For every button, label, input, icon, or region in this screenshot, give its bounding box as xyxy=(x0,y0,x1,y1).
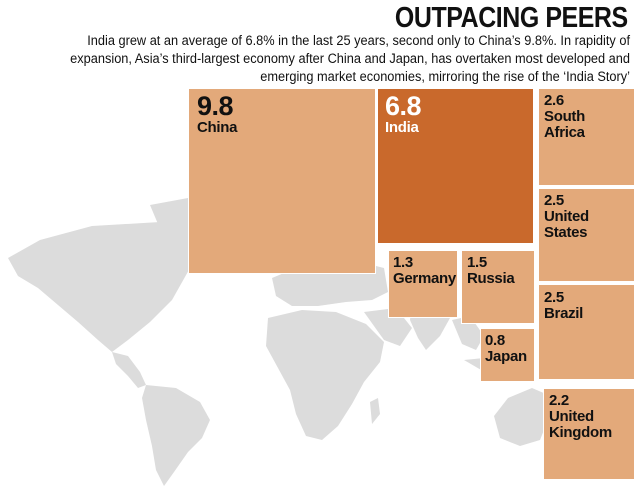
madagascar-shape xyxy=(370,398,380,424)
value-label-brazil: 2.5 xyxy=(544,289,564,306)
treemap-box-united-states: 2.5 United States xyxy=(538,188,635,282)
country-label-south-africa: South Africa xyxy=(544,108,585,141)
chart-subtitle: India grew at an average of 6.8% in the … xyxy=(70,33,631,85)
country-label-china: China xyxy=(197,119,238,136)
treemap-box-india: 6.8 India xyxy=(377,88,534,244)
country-label-brazil: Brazil xyxy=(544,305,584,322)
value-label-south-africa: 2.6 xyxy=(544,92,564,109)
country-label-germany: Germany xyxy=(393,270,456,287)
treemap-box-germany: 1.3 Germany xyxy=(388,250,458,318)
treemap-box-united-kingdom: 2.2 United Kingdom xyxy=(543,388,635,480)
central-america-shape xyxy=(112,352,146,388)
value-label-united-states: 2.5 xyxy=(544,192,564,209)
north-america-shape xyxy=(8,222,198,352)
value-label-japan: 0.8 xyxy=(485,332,505,349)
treemap-box-brazil: 2.5 Brazil xyxy=(538,284,635,380)
country-label-india: India xyxy=(385,119,419,136)
treemap-box-russia: 1.5 Russia xyxy=(461,250,535,324)
australia-shape xyxy=(494,388,548,446)
africa-shape xyxy=(266,310,384,440)
south-america-shape xyxy=(142,385,210,486)
country-label-united-states: United States xyxy=(544,208,589,241)
country-label-japan: Japan xyxy=(485,348,527,365)
value-label-germany: 1.3 xyxy=(393,254,413,271)
value-label-united-kingdom: 2.2 xyxy=(549,392,569,409)
south-east-asia-shape xyxy=(452,316,484,350)
treemap-box-japan: 0.8 Japan xyxy=(480,328,535,382)
value-label-russia: 1.5 xyxy=(467,254,487,271)
country-label-russia: Russia xyxy=(467,270,515,287)
value-label-china: 9.8 xyxy=(197,91,234,121)
value-label-india: 6.8 xyxy=(385,91,422,121)
country-label-united-kingdom: United Kingdom xyxy=(549,408,612,441)
treemap-box-china: 9.8 China xyxy=(188,88,376,274)
chart-title: OUTPACING PEERS xyxy=(395,2,628,34)
treemap-box-south-africa: 2.6 South Africa xyxy=(538,88,635,186)
